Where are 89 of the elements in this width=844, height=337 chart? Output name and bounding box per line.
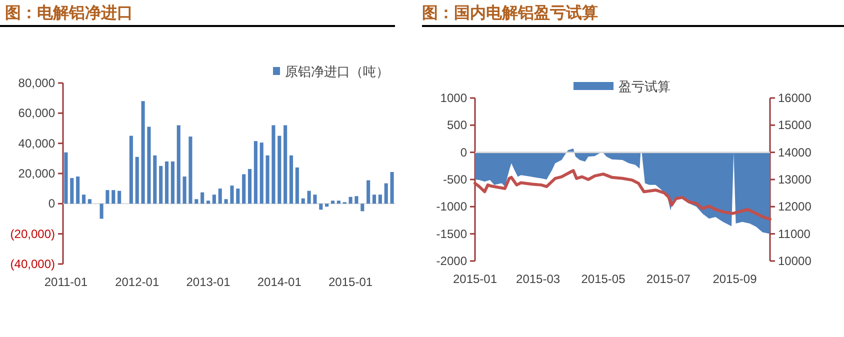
bar	[212, 194, 216, 204]
x-tick-label: 2015-05	[581, 272, 626, 286]
x-tick-label: 2013-01	[186, 275, 231, 289]
y-tick-label: 40,000	[18, 136, 56, 150]
y-tick-label: 60,000	[18, 106, 56, 120]
bar	[348, 196, 352, 204]
bar	[64, 152, 68, 204]
bar	[188, 136, 192, 204]
bar	[112, 190, 116, 204]
y-tick-label: 1000	[440, 91, 468, 105]
bar	[129, 136, 133, 204]
bar	[384, 183, 388, 204]
y-tick-label: -1500	[436, 226, 468, 241]
bar	[313, 194, 317, 204]
y-tick-label: 500	[446, 118, 468, 132]
bar	[176, 125, 180, 204]
bar	[106, 190, 110, 204]
bar	[366, 180, 370, 204]
bar	[135, 156, 139, 204]
bar	[319, 204, 323, 210]
y-tick-label: -500	[442, 172, 468, 186]
y-tick-label: 20,000	[18, 166, 56, 180]
y-tick-label: 0	[48, 196, 56, 211]
bar	[242, 174, 246, 204]
bar	[218, 188, 222, 204]
y2-tick-label: 10000	[778, 254, 812, 268]
y2-tick-label: 15000	[778, 118, 812, 132]
legend-label: 原铝净进口（吨）	[285, 64, 389, 79]
x-tick-label: 2015-01	[452, 272, 498, 286]
x-tick-label: 2014-01	[257, 275, 302, 289]
x-tick-label: 2015-07	[646, 272, 691, 286]
bar	[378, 194, 382, 204]
bar	[147, 126, 151, 204]
y-tick-label: 0	[460, 145, 468, 160]
bar	[164, 161, 169, 204]
bar	[390, 172, 394, 204]
bar	[141, 101, 145, 204]
bar	[70, 178, 74, 204]
bar	[182, 176, 186, 204]
bar	[254, 141, 258, 204]
bar	[284, 125, 288, 204]
y-tick-label: (40,000)	[10, 257, 55, 271]
x-tick-label: 2012-01	[115, 275, 160, 289]
bar	[224, 199, 228, 204]
y2-tick-label: 11000	[778, 226, 811, 241]
y2-tick-label: 13000	[778, 172, 812, 186]
y2-tick-label: 14000	[778, 145, 812, 160]
y2-tick-label: 16000	[778, 91, 812, 105]
bar	[266, 155, 270, 204]
bar	[301, 198, 305, 204]
bar	[200, 192, 204, 204]
y-tick-label: -2000	[436, 254, 468, 268]
bar	[260, 142, 264, 204]
bar	[153, 155, 157, 204]
bar	[170, 161, 174, 204]
y-tick-label: 80,000	[18, 76, 56, 90]
bar	[100, 204, 104, 219]
bar	[159, 166, 163, 204]
y2-tick-label: 12000	[778, 200, 812, 214]
bar	[360, 204, 364, 212]
bar	[372, 194, 376, 204]
bar	[230, 186, 234, 204]
chart-title: 图：电解铝净进口	[5, 4, 133, 22]
bar	[336, 200, 340, 204]
bar	[307, 190, 311, 204]
x-tick-label: 2015-09	[712, 272, 758, 286]
bar	[289, 155, 294, 204]
legend-label: 盈亏试算	[618, 79, 670, 94]
line-series	[474, 169, 772, 221]
y-tick-label: -1000	[436, 200, 468, 214]
bar	[354, 196, 358, 204]
bar	[118, 190, 122, 204]
x-tick-label: 2015-03	[516, 272, 560, 286]
bar	[82, 194, 86, 204]
bar	[272, 125, 276, 204]
bar	[194, 199, 198, 204]
x-tick-label: 2015-01	[328, 275, 373, 289]
bar	[206, 200, 210, 204]
bar	[330, 200, 335, 204]
bar	[325, 204, 329, 207]
bar	[248, 168, 252, 204]
bar	[236, 188, 240, 204]
x-tick-label: 2011-01	[44, 275, 88, 289]
chart-title: 图：国内电解铝盈亏试算	[422, 4, 598, 22]
y-tick-label: (20,000)	[10, 226, 55, 241]
bar	[76, 176, 80, 204]
bar	[88, 199, 92, 204]
bar	[278, 136, 282, 204]
bar	[295, 167, 299, 204]
